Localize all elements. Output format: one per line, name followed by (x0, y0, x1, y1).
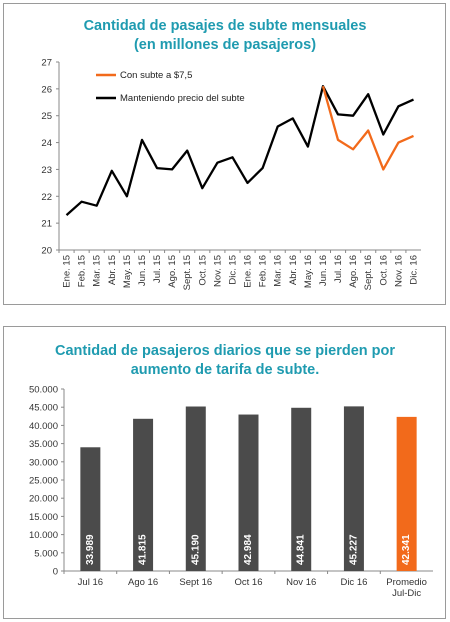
x-tick-label: May. 16 (303, 255, 314, 288)
chart-title: Cantidad de pasajes de subte mensuales (84, 18, 367, 34)
bars: 33.989 41.815 45.190 42.984 44.841 45.227 42.3… (80, 406, 417, 571)
x-tick-label: Ago. 15 (167, 255, 178, 288)
y-tick-label: 35.000 (29, 439, 58, 450)
x-tick-label: Jul. 16 (333, 255, 344, 283)
bar (133, 418, 154, 571)
bar (238, 414, 259, 571)
y-tick-label: 24 (41, 138, 52, 149)
x-tick-label: Abr. 16 (288, 255, 299, 285)
bar-value-label: 33.989 (85, 534, 96, 565)
x-tick-label: Sept 16 (179, 577, 212, 588)
chart-subtitle: (en millones de pasajeros) (134, 37, 316, 53)
y-tick-label: 27 (41, 58, 52, 69)
y-tick-label: 25 (41, 111, 52, 122)
y-tick-label: 5.000 (34, 548, 58, 559)
x-tick-label: Nov. 15 (212, 255, 223, 287)
x-tick-label: Jun. 15 (137, 255, 148, 286)
bar-value-label: 42.984 (243, 534, 254, 565)
bar-value-label: 42.341 (401, 534, 412, 565)
x-tick-label: Feb. 16 (258, 255, 269, 287)
x-tick-label: Nov. 16 (393, 255, 404, 287)
x-tick-label: Ene. 16 (243, 255, 254, 288)
y-tick-label: 26 (41, 84, 52, 95)
bar (185, 406, 206, 571)
series-line (65, 85, 414, 216)
bar-value-label: 44.841 (296, 534, 307, 565)
x-tick-label: Jul. 15 (152, 255, 163, 283)
x-tick-label: Oct. 16 (378, 255, 389, 286)
x-tick-label: Ago 16 (128, 577, 158, 588)
series-line (321, 85, 414, 171)
y-tick-label: 0 (53, 567, 58, 578)
chart-title: Cantidad de pasajeros diarios que se pie… (55, 343, 395, 359)
bar (80, 447, 101, 571)
x-tick-label: Jun. 16 (318, 255, 329, 286)
bar (396, 416, 417, 571)
y-tick-label: 20.000 (29, 494, 58, 505)
x-tick-label: Oct 16 (235, 577, 263, 588)
x-tick-label: Jul 16 (78, 577, 103, 588)
chart-subtitle: aumento de tarifa de subte. (131, 362, 320, 378)
y-tick-label: 20 (41, 246, 52, 257)
legend-label-black: Manteniendo precio del subte (120, 93, 245, 104)
y-tick-label: 50.000 (29, 385, 58, 396)
x-tick-label: Dic. 15 (227, 255, 238, 285)
bar-value-label: 45.227 (348, 534, 359, 565)
y-tick-label: 30.000 (29, 457, 58, 468)
x-tick-label: Feb. 15 (77, 255, 88, 287)
x-tick-label: May. 15 (122, 255, 133, 288)
x-tick-label: Jul-Dic (392, 588, 421, 599)
bar-value-label: 45.190 (190, 534, 201, 565)
bar-chart-panel: Cantidad de pasajeros diarios que se pie… (3, 326, 446, 619)
y-tick-label: 10.000 (29, 530, 58, 541)
bar-value-label: 41.815 (138, 534, 149, 565)
line-chart-panel: Cantidad de pasajes de subte mensuales (… (3, 3, 446, 305)
x-tick-label: Dic 16 (340, 577, 367, 588)
bar-chart: Cantidad de pasajeros diarios que se pie… (29, 343, 433, 599)
y-tick-label: 23 (41, 165, 52, 176)
y-tick-label: 22 (41, 192, 52, 203)
x-tick-label: Mar. 16 (273, 255, 284, 287)
x-tick-label: Sept. 15 (182, 255, 193, 290)
axes: 0 5.000 10.000 15.000 20.000 25.000 30.000 35.0… (29, 385, 433, 599)
x-tick-label: Promedio (386, 577, 427, 588)
bar (291, 407, 312, 571)
y-tick-label: 15.000 (29, 512, 58, 523)
x-tick-label: Nov 16 (286, 577, 316, 588)
x-tick-label: Abr. 15 (107, 255, 118, 285)
line-chart: Cantidad de pasajes de subte mensuales (… (41, 18, 421, 290)
bar (343, 406, 364, 571)
series-lines (65, 85, 414, 216)
x-tick-label: Ago. 16 (348, 255, 359, 288)
y-tick-label: 25.000 (29, 476, 58, 487)
legend-label-orange: Con subte a $7,5 (120, 70, 192, 81)
x-tick-label: Ene. 15 (62, 255, 73, 288)
x-tick-label: Oct. 15 (197, 255, 208, 286)
x-tick-label: Sept. 16 (363, 255, 374, 290)
axes: 20 21 22 23 24 25 26 27 Ene. 15 Feb. 15 Mar. 15 Abr… (41, 58, 421, 290)
x-tick-label: Dic. 16 (408, 255, 419, 285)
x-tick-label: Mar. 15 (92, 255, 103, 287)
y-tick-label: 21 (41, 219, 52, 230)
legend: Con subte a $7,5 Manteniendo precio del … (96, 70, 245, 104)
y-tick-label: 45.000 (29, 403, 58, 414)
y-tick-label: 40.000 (29, 421, 58, 432)
